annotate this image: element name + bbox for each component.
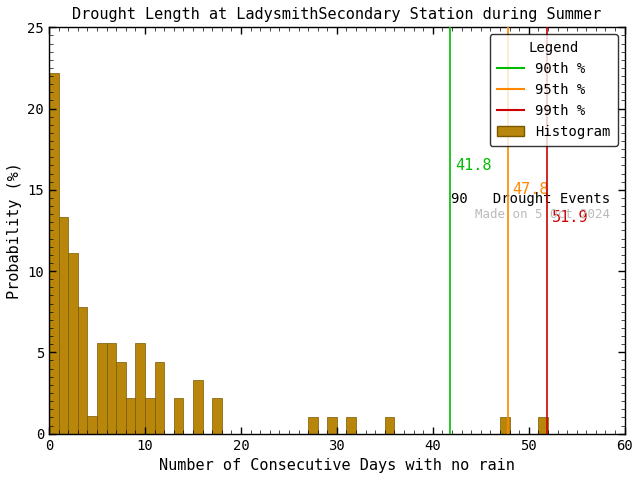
Text: 47.8: 47.8 — [513, 182, 549, 197]
Bar — [145, 398, 155, 433]
Bar — [346, 418, 356, 433]
Bar — [59, 217, 68, 433]
Bar — [107, 343, 116, 433]
Bar — [327, 418, 337, 433]
Bar — [500, 418, 509, 433]
Bar — [88, 416, 97, 433]
Bar — [116, 362, 126, 433]
Bar — [49, 73, 59, 433]
X-axis label: Number of Consecutive Days with no rain: Number of Consecutive Days with no rain — [159, 458, 515, 473]
Bar — [174, 398, 184, 433]
Title: Drought Length at LadysmithSecondary Station during Summer: Drought Length at LadysmithSecondary Sta… — [72, 7, 602, 22]
Bar — [385, 418, 394, 433]
Bar — [126, 398, 136, 433]
Legend: 90th %, 95th %, 99th %, Histogram: 90th %, 95th %, 99th %, Histogram — [490, 34, 618, 146]
Bar — [308, 418, 317, 433]
Text: Made on 5 Oct 2024: Made on 5 Oct 2024 — [476, 208, 611, 221]
Y-axis label: Probability (%): Probability (%) — [7, 162, 22, 299]
Bar — [78, 307, 88, 433]
Bar — [97, 343, 107, 433]
Text: 51.9: 51.9 — [552, 210, 588, 225]
Bar — [155, 362, 164, 433]
Text: 90   Drought Events: 90 Drought Events — [451, 192, 611, 206]
Bar — [193, 380, 203, 433]
Bar — [68, 253, 78, 433]
Bar — [538, 418, 548, 433]
Bar — [136, 343, 145, 433]
Bar — [212, 398, 222, 433]
Text: 41.8: 41.8 — [455, 158, 492, 173]
